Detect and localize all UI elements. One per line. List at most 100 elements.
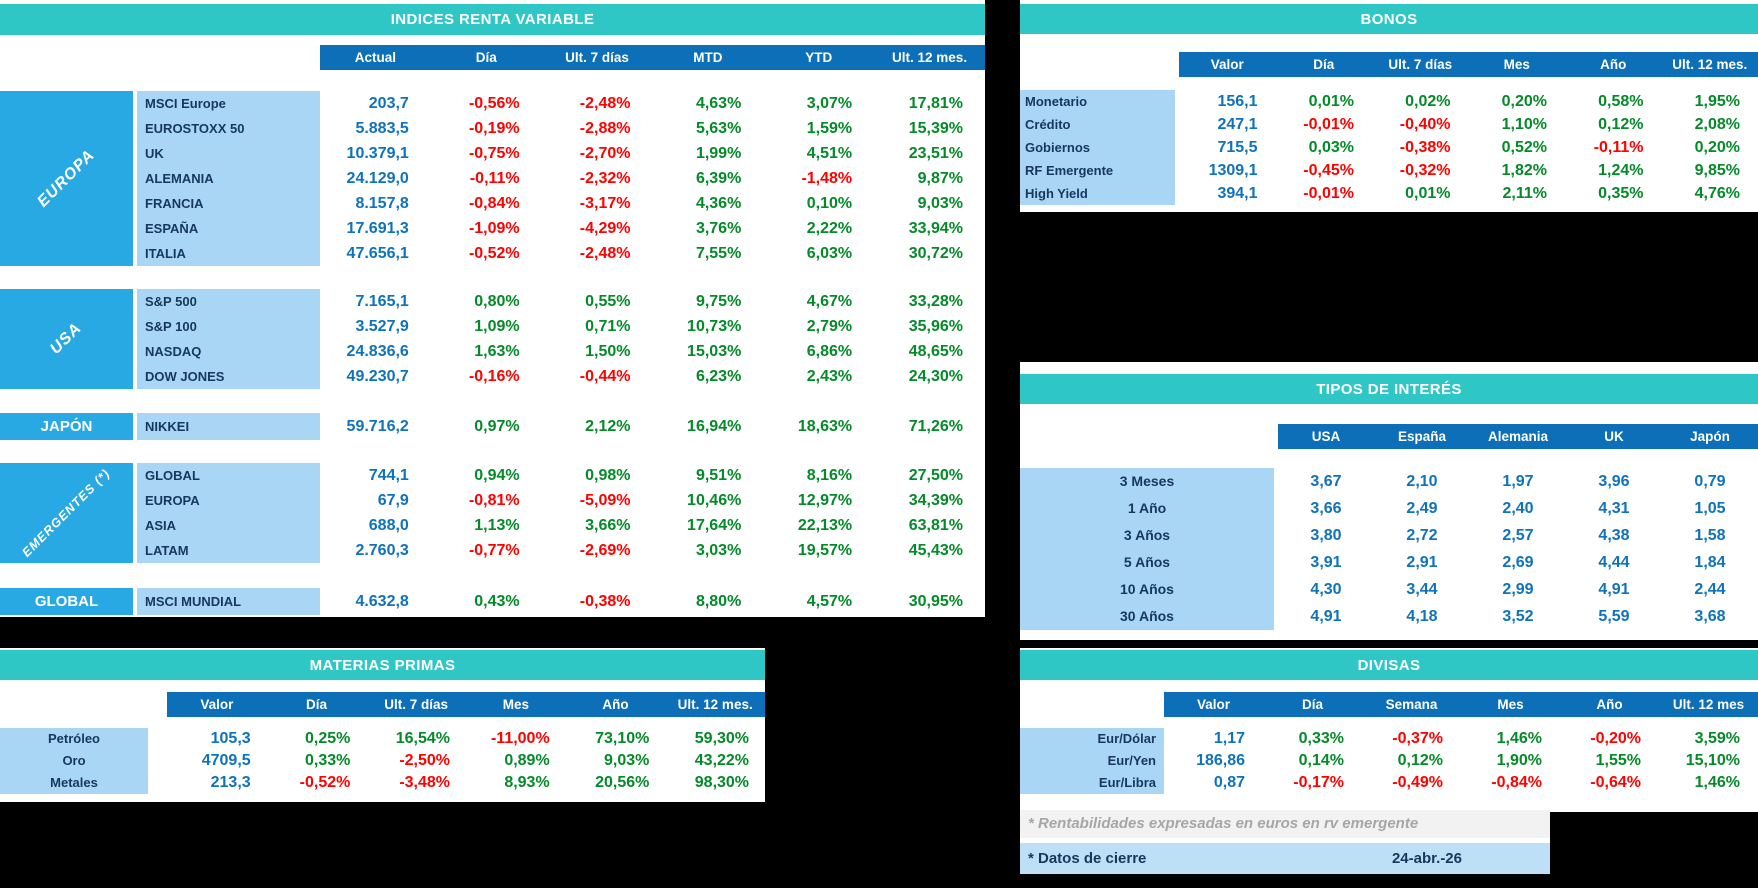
table-row: 47.656,1 -0,52% -2,48% 7,55% 6,03% 30,72% (320, 241, 985, 266)
value-cell: 1,59% (806, 120, 853, 137)
value-cell: 17,81% (908, 95, 963, 112)
value-cell: 98,30% (694, 774, 750, 791)
value-cell: 24.836,6 (346, 343, 409, 360)
column-header: Ult. 12 mes. (1672, 57, 1748, 72)
row-label: UK (145, 146, 164, 161)
row-label: ITALIA (145, 246, 186, 261)
table-row: 4,30 3,44 2,99 4,91 2,44 (1278, 576, 1758, 603)
table-row: 3,91 2,91 2,69 4,44 1,84 (1278, 549, 1758, 576)
value-cell: 2,11% (1502, 185, 1547, 202)
value-cell: -2,88% (579, 120, 631, 137)
table-row: 3,67 2,10 1,97 3,96 0,79 (1278, 468, 1758, 495)
value-cell: 1,17 (1213, 730, 1245, 747)
value-cell: 1,05 (1694, 500, 1726, 517)
table-row: 156,1 0,01% 0,02% 0,20% 0,58% 1,95% (1179, 90, 1758, 113)
column-header: Año (602, 697, 629, 712)
value-cell: 1,55% (1595, 752, 1641, 769)
value-cell: 4,44 (1598, 554, 1630, 571)
table-row: 4.632,8 0,43% -0,38% 8,80% 4,57% 30,95% (320, 588, 985, 615)
indices-row-labels: MSCI MUNDIAL (137, 588, 320, 615)
tipos-title: TIPOS DE INTERÉS (1316, 380, 1462, 398)
column-header: Valor (1196, 697, 1231, 712)
divisas-title-bar: DIVISAS (1020, 650, 1758, 680)
table-row: 744,1 0,94% 0,98% 9,51% 8,16% 27,50% (320, 463, 985, 488)
row-label: NASDAQ (145, 344, 202, 359)
table-row: 8.157,8 -0,84% -3,17% 4,36% 0,10% 9,03% (320, 191, 985, 216)
value-cell: 20,56% (595, 774, 650, 791)
indices-rows: 59.716,2 0,97% 2,12% 16,94% 18,63% 71,26% (320, 413, 985, 440)
table-row: 186,86 0,14% 0,12% 1,90% 1,55% 15,10% (1164, 750, 1758, 772)
column-header: Ult. 12 mes. (677, 697, 753, 712)
value-cell: 3,91 (1310, 554, 1342, 571)
value-cell: 2,72 (1406, 527, 1438, 544)
footnote-close-data: * Datos de cierre 24-abr.-26 (1020, 843, 1550, 874)
table-row: 394,1 -0,01% 0,01% 2,11% 0,35% 4,76% (1179, 182, 1758, 205)
table-row: 1,17 0,33% -0,37% 1,46% -0,20% 3,59% (1164, 728, 1758, 750)
row-label: Eur/Dólar (1097, 731, 1156, 746)
value-cell: 1,46% (1694, 774, 1740, 791)
value-cell: -0,49% (1392, 774, 1443, 791)
value-cell: 63,81% (908, 517, 963, 534)
value-cell: 0,58% (1598, 93, 1644, 110)
value-cell: -3,17% (579, 195, 631, 212)
value-cell: 30,95% (908, 593, 963, 610)
table-row: 5.883,5 -0,19% -2,88% 5,63% 1,59% 15,39% (320, 116, 985, 141)
value-cell: 3,07% (806, 95, 853, 112)
value-cell: 4,18 (1406, 608, 1438, 625)
value-cell: 4.632,8 (355, 593, 409, 610)
value-cell: 0,55% (585, 293, 631, 310)
value-cell: -0,38% (579, 593, 631, 610)
value-cell: 105,3 (210, 730, 251, 747)
value-cell: 45,43% (908, 542, 963, 559)
value-cell: 0,87 (1213, 774, 1245, 791)
value-cell: 2,91 (1406, 554, 1438, 571)
value-cell: 18,63% (797, 418, 853, 435)
value-cell: 10.379,1 (346, 145, 409, 162)
value-cell: 715,5 (1217, 139, 1258, 156)
column-header: USA (1311, 429, 1341, 444)
value-cell: -0,16% (468, 368, 520, 385)
row-label: Gobiernos (1025, 140, 1091, 155)
footnote-divider (1020, 838, 1550, 843)
value-cell: 2,79% (806, 318, 853, 335)
value-cell: 0,33% (1298, 730, 1344, 747)
value-cell: 4,91 (1598, 581, 1630, 598)
value-cell: 17,64% (687, 517, 742, 534)
table-row: 49.230,7 -0,16% -0,44% 6,23% 2,43% 24,30% (320, 364, 985, 389)
row-label: GLOBAL (145, 468, 200, 483)
value-cell: 203,7 (368, 95, 409, 112)
value-cell: 3,59% (1694, 730, 1740, 747)
column-header: Japón (1690, 429, 1730, 444)
value-cell: 1,58 (1694, 527, 1726, 544)
table-row: 213,3 -0,52% -3,48% 8,93% 20,56% 98,30% (167, 772, 765, 794)
row-label: MSCI Europe (145, 96, 226, 111)
value-cell: 0,03% (1308, 139, 1354, 156)
value-cell: 4,67% (806, 293, 853, 310)
value-cell: 3,76% (695, 220, 742, 237)
tipos-title-bar: TIPOS DE INTERÉS (1020, 374, 1758, 404)
value-cell: 4,31 (1598, 500, 1630, 517)
value-cell: 10,46% (687, 492, 742, 509)
value-cell: 16,94% (687, 418, 742, 435)
table-row: 3,80 2,72 2,57 4,38 1,58 (1278, 522, 1758, 549)
value-cell: 2,99 (1502, 581, 1534, 598)
value-cell: -0,44% (579, 368, 631, 385)
value-cell: 0,12% (1598, 116, 1644, 133)
value-cell: -0,56% (468, 95, 520, 112)
value-cell: -0,84% (1491, 774, 1542, 791)
column-header: Año (1596, 697, 1623, 712)
indices-row-labels: MSCI Europe EUROSTOXX 50 UK ALEMANIA FRANCIA… (137, 91, 320, 266)
value-cell: 2.760,3 (355, 542, 409, 559)
row-label: Oro (62, 753, 86, 768)
value-cell: 5,63% (695, 120, 742, 137)
value-cell: 2,44 (1694, 581, 1726, 598)
value-cell: 34,39% (908, 492, 963, 509)
materias-primas-table: MATERIAS PRIMAS Valor Día Ult. 7 días Mes Añ… (0, 648, 765, 802)
value-cell: -0,81% (468, 492, 520, 509)
column-header: Ult. 12 mes. (892, 50, 968, 65)
value-cell: -0,40% (1399, 116, 1451, 133)
group-cell-emergentes-: EMERGENTES (*) (0, 463, 133, 563)
row-label: NIKKEI (145, 419, 190, 434)
bonos-rows: 156,1 0,01% 0,02% 0,20% 0,58% 1,95% 247,1 -0,01… (1179, 90, 1758, 205)
row-label: EUROSTOXX 50 (145, 121, 245, 136)
